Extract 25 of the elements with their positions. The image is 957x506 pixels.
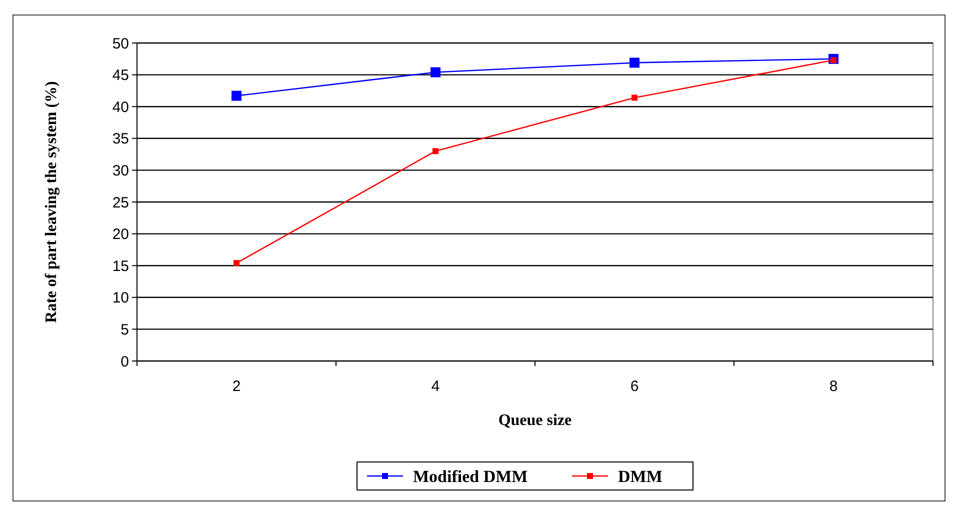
y-tick-label: 30 xyxy=(112,162,129,180)
legend-label: DMM xyxy=(618,466,662,486)
y-tick-label: 35 xyxy=(112,130,129,148)
x-tick-label: 8 xyxy=(829,378,838,395)
point xyxy=(232,90,242,101)
y-tick-label: 0 xyxy=(120,353,129,370)
point xyxy=(630,58,640,68)
x-axis-title: Queue size xyxy=(498,412,572,429)
x-tick-label: 4 xyxy=(431,378,440,395)
y-tick-label: 45 xyxy=(112,67,129,84)
point xyxy=(234,260,240,266)
y-tick-label: 20 xyxy=(112,226,129,244)
y-axis-title: Rate of part leaving the system (%) xyxy=(43,81,60,323)
y-tick-label: 10 xyxy=(112,290,129,307)
x-tick-label: 2 xyxy=(232,378,241,395)
point xyxy=(632,94,638,101)
legend-label: Modified DMM xyxy=(413,466,528,486)
y-tick-label: 50 xyxy=(112,35,129,52)
y-tick-label: 25 xyxy=(112,194,129,212)
x-tick-label: 6 xyxy=(630,378,639,395)
y-tick-label: 40 xyxy=(112,98,129,116)
point xyxy=(432,148,438,154)
point xyxy=(430,67,440,78)
y-tick-label: 5 xyxy=(120,321,129,338)
y-tick-label: 15 xyxy=(112,258,129,275)
